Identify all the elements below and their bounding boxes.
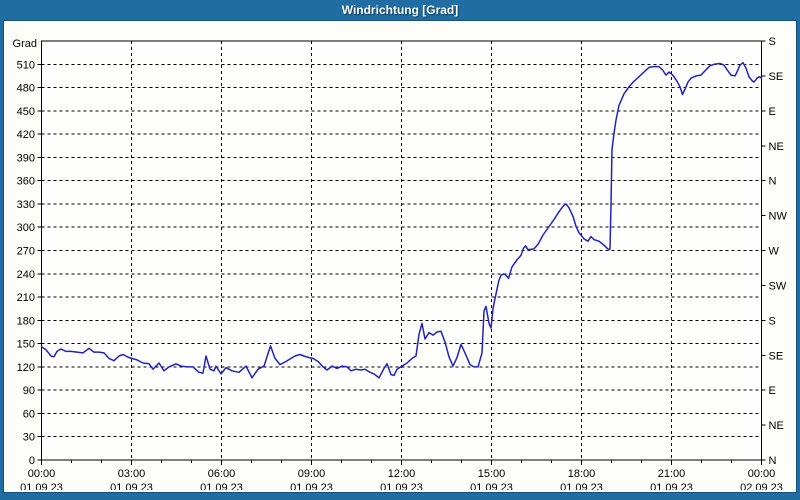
x-time-label: 03:00 xyxy=(118,468,146,480)
y-left-tick-label: 150 xyxy=(17,339,35,351)
y-right-tick-label: SW xyxy=(769,280,787,292)
x-date-label: 01.09.23 xyxy=(560,482,603,490)
y-right-tick-label: E xyxy=(769,385,776,397)
y-left-tick-label: 120 xyxy=(17,362,35,374)
y-left-tick-label: 420 xyxy=(17,129,35,141)
y-left-tick-label: 240 xyxy=(17,269,35,281)
y-left-tick-label: 30 xyxy=(23,432,35,444)
y-right-tick-label: N xyxy=(769,176,777,188)
y-right-tick-label: S xyxy=(769,315,776,327)
y-right-tick-label: NW xyxy=(769,211,788,223)
y-left-tick-label: 510 xyxy=(17,59,35,71)
x-time-label: 12:00 xyxy=(388,468,416,480)
x-time-label: 21:00 xyxy=(658,468,686,480)
x-date-label: 01.09.23 xyxy=(290,482,333,490)
y-left-tick-label: 300 xyxy=(17,222,35,234)
y-left-tick-label: 270 xyxy=(17,246,35,258)
y-left-tick-label: 210 xyxy=(17,292,35,304)
x-time-label: 00:00 xyxy=(748,468,776,480)
x-time-label: 18:00 xyxy=(568,468,596,480)
y-left-tick-label: 0 xyxy=(29,455,35,467)
wind-direction-series-line xyxy=(40,61,763,379)
x-date-label: 01.09.23 xyxy=(110,482,153,490)
y-left-tick-label: 330 xyxy=(17,199,35,211)
window-title: Windrichtung [Grad] xyxy=(341,3,459,17)
y-left-tick-label: 390 xyxy=(17,152,35,164)
y-right-tick-label: NE xyxy=(769,141,784,153)
x-date-label: 02.09.23 xyxy=(740,482,783,490)
x-time-label: 00:00 xyxy=(28,468,56,480)
x-date-label: 01.09.23 xyxy=(470,482,513,490)
y-right-tick-label: N xyxy=(769,455,777,467)
y-axis-unit-label: Grad xyxy=(13,38,37,50)
y-right-tick-label: E xyxy=(769,106,776,118)
x-time-label: 09:00 xyxy=(298,468,326,480)
y-right-tick-label: NE xyxy=(769,420,784,432)
wind-direction-chart: 0 30 60 90 120 150 180 210 240 270 300 330 360 390 420… xyxy=(13,36,788,490)
y-right-tick-label: S xyxy=(769,36,776,48)
chart-area: 0 30 60 90 120 150 180 210 240 270 300 330 360 390 420… xyxy=(3,20,797,493)
x-date-label: 01.09.23 xyxy=(650,482,693,490)
y-right-tick-label: W xyxy=(769,246,780,258)
y-right-tick-label: SE xyxy=(769,350,784,362)
x-time-label: 06:00 xyxy=(208,468,236,480)
y-right-tick-label: SE xyxy=(769,71,784,83)
x-date-label: 01.09.23 xyxy=(380,482,423,490)
y-left-tick-label: 480 xyxy=(17,83,35,95)
y-left-tick-label: 60 xyxy=(23,408,35,420)
x-date-label: 01.09.23 xyxy=(20,482,63,490)
y-left-tick-label: 450 xyxy=(17,106,35,118)
x-date-label: 01.09.23 xyxy=(200,482,243,490)
title-bar: Windrichtung [Grad] xyxy=(0,0,800,20)
x-time-label: 15:00 xyxy=(478,468,506,480)
y-left-tick-label: 90 xyxy=(23,385,35,397)
y-left-tick-label: 360 xyxy=(17,176,35,188)
y-left-tick-label: 180 xyxy=(17,315,35,327)
